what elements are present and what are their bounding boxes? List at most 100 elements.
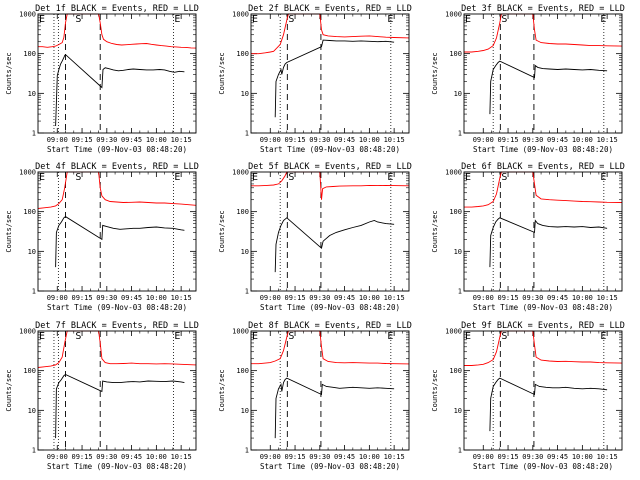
x-tick-label: 09:30	[522, 453, 543, 461]
x-axis-label: Start Time (09-Nov-03 08:48:20)	[473, 303, 613, 312]
y-tick-label: 100	[23, 50, 36, 58]
chart-panel-4: Det 4f BLACK = Events, RED = LLD Counts/s…	[5, 162, 199, 312]
x-tick-label: 09:45	[547, 453, 568, 461]
marker-S: S	[75, 172, 81, 183]
x-tick-label: 10:00	[572, 453, 593, 461]
events-series-line	[274, 377, 395, 439]
events-series-line	[55, 216, 185, 268]
marker-E: E	[174, 331, 180, 342]
y-tick-label: 10	[454, 90, 462, 98]
events-series-line	[489, 217, 608, 268]
y-tick-label: 10	[241, 407, 249, 415]
x-tick-label: 09:30	[522, 136, 543, 144]
plot-frame	[463, 13, 623, 134]
marker-E: E	[39, 331, 45, 342]
x-tick-label: 09:45	[547, 136, 568, 144]
x-tick-label: 09:00	[260, 453, 281, 461]
plot-frame	[250, 13, 410, 134]
chart-title: Det 7f BLACK = Events, RED = LLD	[35, 321, 199, 331]
marker-E: E	[252, 172, 258, 183]
y-tick-label: 1000	[445, 169, 462, 177]
x-tick-label: 09:15	[72, 294, 93, 302]
x-tick-label: 09:00	[473, 136, 494, 144]
x-tick-label: 10:15	[597, 453, 618, 461]
x-tick-label: 09:30	[96, 453, 117, 461]
marker-E: E	[252, 14, 258, 25]
x-tick-label: 10:00	[146, 453, 167, 461]
lld-series-line	[251, 13, 410, 55]
plot-frame	[37, 330, 197, 451]
y-tick-label: 100	[236, 208, 249, 216]
chart-panel-6: Det 6f BLACK = Events, RED = LLD Counts/s…	[431, 162, 625, 312]
marker-E: E	[252, 331, 258, 342]
lld-series-line	[37, 171, 197, 209]
x-tick-label: 09:30	[96, 294, 117, 302]
events-series-line	[274, 217, 395, 273]
y-tick-label: 10	[241, 248, 249, 256]
marker-E: E	[39, 14, 45, 25]
lld-series-line	[464, 171, 623, 208]
y-tick-label: 10	[241, 90, 249, 98]
plot-frame	[463, 171, 623, 292]
marker-E: E	[39, 172, 45, 183]
lld-series-line	[251, 171, 410, 200]
y-tick-label: 1	[458, 130, 462, 138]
x-tick-label: 09:45	[547, 294, 568, 302]
marker-S: S	[288, 331, 294, 342]
x-tick-label: 09:30	[309, 453, 330, 461]
x-tick-label: 09:00	[260, 294, 281, 302]
events-series-line	[489, 377, 608, 432]
x-tick-label: 10:15	[597, 136, 618, 144]
lld-series-line	[464, 13, 623, 53]
x-tick-label: 09:45	[121, 136, 142, 144]
plot-frame	[250, 330, 410, 451]
marker-E: E	[600, 172, 606, 183]
plot-frame	[37, 171, 197, 292]
y-tick-label: 1	[458, 288, 462, 296]
y-axis-label: Counts/sec	[218, 52, 226, 94]
x-tick-label: 09:15	[498, 294, 519, 302]
y-tick-label: 100	[449, 367, 462, 375]
y-tick-label: 100	[236, 367, 249, 375]
y-tick-label: 1000	[232, 11, 249, 19]
chart-panel-8: Det 8f BLACK = Events, RED = LLD Counts/s…	[218, 321, 412, 471]
x-tick-label: 09:45	[121, 294, 142, 302]
x-tick-label: 09:45	[121, 453, 142, 461]
x-tick-label: 10:00	[146, 136, 167, 144]
chart-title: Det 6f BLACK = Events, RED = LLD	[461, 162, 625, 172]
y-tick-label: 1	[32, 130, 36, 138]
chart-title: Det 8f BLACK = Events, RED = LLD	[248, 321, 412, 331]
marker-E: E	[465, 331, 471, 342]
y-tick-label: 1	[458, 447, 462, 455]
y-tick-label: 10	[28, 90, 36, 98]
x-tick-label: 10:15	[171, 294, 192, 302]
lld-series-line	[38, 13, 197, 49]
x-tick-label: 09:15	[285, 294, 306, 302]
y-tick-label: 10	[454, 407, 462, 415]
y-tick-label: 10	[28, 248, 36, 256]
x-tick-label: 09:15	[72, 136, 93, 144]
marker-S: S	[75, 331, 81, 342]
x-tick-label: 09:00	[47, 136, 68, 144]
y-axis-label: Counts/sec	[218, 210, 226, 252]
x-tick-label: 10:15	[384, 136, 405, 144]
x-axis-label: Start Time (09-Nov-03 08:48:20)	[47, 303, 187, 312]
x-tick-label: 09:15	[498, 453, 519, 461]
lld-series-line	[37, 330, 197, 368]
y-tick-label: 10	[454, 248, 462, 256]
x-tick-label: 10:00	[359, 453, 380, 461]
x-tick-label: 09:00	[473, 294, 494, 302]
marker-E: E	[600, 14, 606, 25]
chart-title: Det 1f BLACK = Events, RED = LLD	[35, 4, 199, 14]
chart-title: Det 4f BLACK = Events, RED = LLD	[35, 162, 199, 172]
x-tick-label: 09:15	[498, 136, 519, 144]
x-axis-label: Start Time (09-Nov-03 08:48:20)	[47, 145, 187, 154]
x-tick-label: 09:45	[334, 453, 355, 461]
y-axis-label: Counts/sec	[5, 52, 13, 94]
marker-E: E	[465, 172, 471, 183]
marker-E: E	[174, 14, 180, 25]
marker-S: S	[288, 14, 294, 25]
x-axis-label: Start Time (09-Nov-03 08:48:20)	[473, 145, 613, 154]
x-tick-label: 09:00	[47, 453, 68, 461]
y-axis-label: Counts/sec	[5, 210, 13, 252]
